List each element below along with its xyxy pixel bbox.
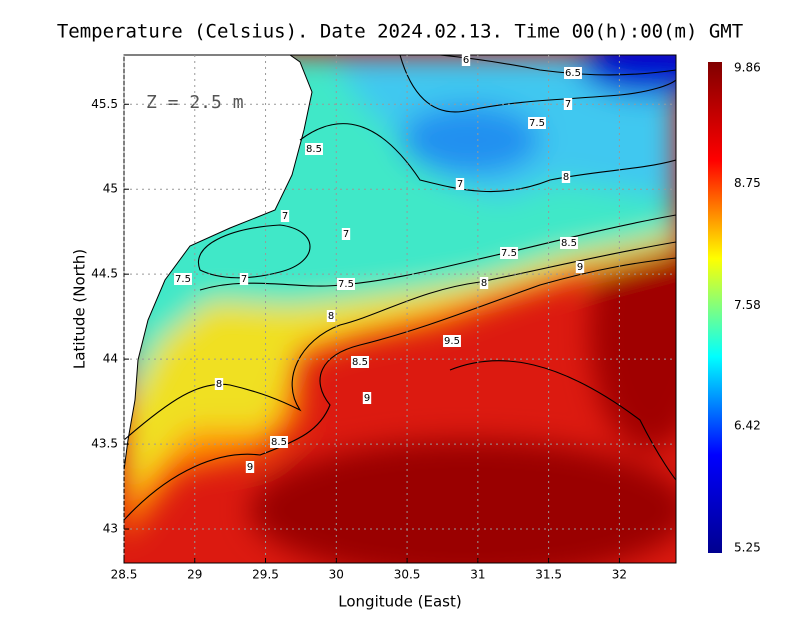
contour-label-bg (214, 378, 224, 390)
contour-label: 7.5 (501, 248, 517, 259)
chart-title: Temperature (Celsius). Date 2024.02.13. … (57, 21, 743, 43)
colorbar-tick-label: 9.86 (734, 61, 761, 75)
x-axis-label: Longitude (East) (338, 593, 461, 611)
colorbar (708, 62, 722, 553)
contour-label: 8.5 (271, 437, 287, 448)
contour-label-bg (174, 273, 192, 285)
contour-label-bg (500, 247, 518, 259)
contour-label-bg (305, 143, 323, 155)
contour-label: 8 (216, 379, 222, 390)
contour-label: 7.5 (529, 118, 545, 129)
temperature-field (124, 55, 676, 563)
y-tick-label: 43.5 (91, 437, 118, 451)
contour-label: 6 (463, 55, 469, 66)
x-tick-label: 30.5 (394, 568, 421, 582)
contour-label-bg (455, 178, 465, 190)
contour-label: 7 (282, 211, 288, 222)
colorbar-tick-label: 8.75 (734, 176, 761, 190)
contour-label: 8.5 (352, 357, 368, 368)
contour-label-bg (245, 461, 255, 473)
contour-label: 8 (563, 172, 569, 183)
contour-label: 9 (364, 393, 370, 404)
contour-label-bg (575, 261, 585, 273)
contour-label: 7.5 (175, 274, 191, 285)
contour-label-bg (564, 67, 582, 79)
colorbar-tick-label: 5.25 (734, 541, 761, 555)
contour-label-bg (528, 117, 546, 129)
contour-label: 8 (481, 278, 487, 289)
contour-label-bg (351, 356, 369, 368)
contour-label: 9 (577, 262, 583, 273)
y-tick-label: 45.5 (91, 97, 118, 111)
x-tick-label: 29 (187, 568, 202, 582)
contour-label: 7 (565, 99, 571, 110)
y-axis-label: Latitude (North) (71, 249, 89, 369)
contour-label-bg (443, 335, 461, 347)
y-tick-label: 44.5 (91, 267, 118, 281)
contour-label-bg (479, 277, 489, 289)
contour-label: 8 (328, 311, 334, 322)
x-tick-label: 29.5 (252, 568, 279, 582)
contour-label: 8.5 (306, 144, 322, 155)
contour-label-bg (461, 54, 471, 66)
contour-label: 7 (457, 179, 463, 190)
contour-label: 7 (241, 274, 247, 285)
depth-annotation: Z = 2.5 m (146, 92, 244, 113)
x-tick-label: 32 (612, 568, 627, 582)
contour-label-bg (561, 171, 571, 183)
contour-label: 7 (343, 229, 349, 240)
colorbar-tick-label: 6.42 (734, 419, 761, 433)
contour-label-bg (362, 392, 372, 404)
colorbar-tick-label: 7.58 (734, 298, 761, 312)
contour-label: 6.5 (565, 68, 581, 79)
x-tick-label: 31.5 (535, 568, 562, 582)
contour-label: 8.5 (561, 238, 577, 249)
x-tick-label: 28.5 (111, 568, 138, 582)
contour-label: 9.5 (444, 336, 460, 347)
contour-label: 7.5 (338, 279, 354, 290)
contour-label-bg (270, 436, 288, 448)
x-tick-label: 30 (329, 568, 344, 582)
contour-label: 9 (247, 462, 253, 473)
contour-label-bg (337, 278, 355, 290)
contour-label-bg (239, 273, 249, 285)
contour-label-bg (560, 237, 578, 249)
contour-label-bg (341, 228, 351, 240)
x-tick-label: 31 (470, 568, 485, 582)
contour-label-bg (280, 210, 290, 222)
contour-label-bg (563, 98, 573, 110)
y-tick-label: 45 (103, 182, 118, 196)
y-tick-label: 44 (103, 352, 118, 366)
contour-label-bg (326, 310, 336, 322)
y-tick-label: 43 (103, 522, 118, 536)
